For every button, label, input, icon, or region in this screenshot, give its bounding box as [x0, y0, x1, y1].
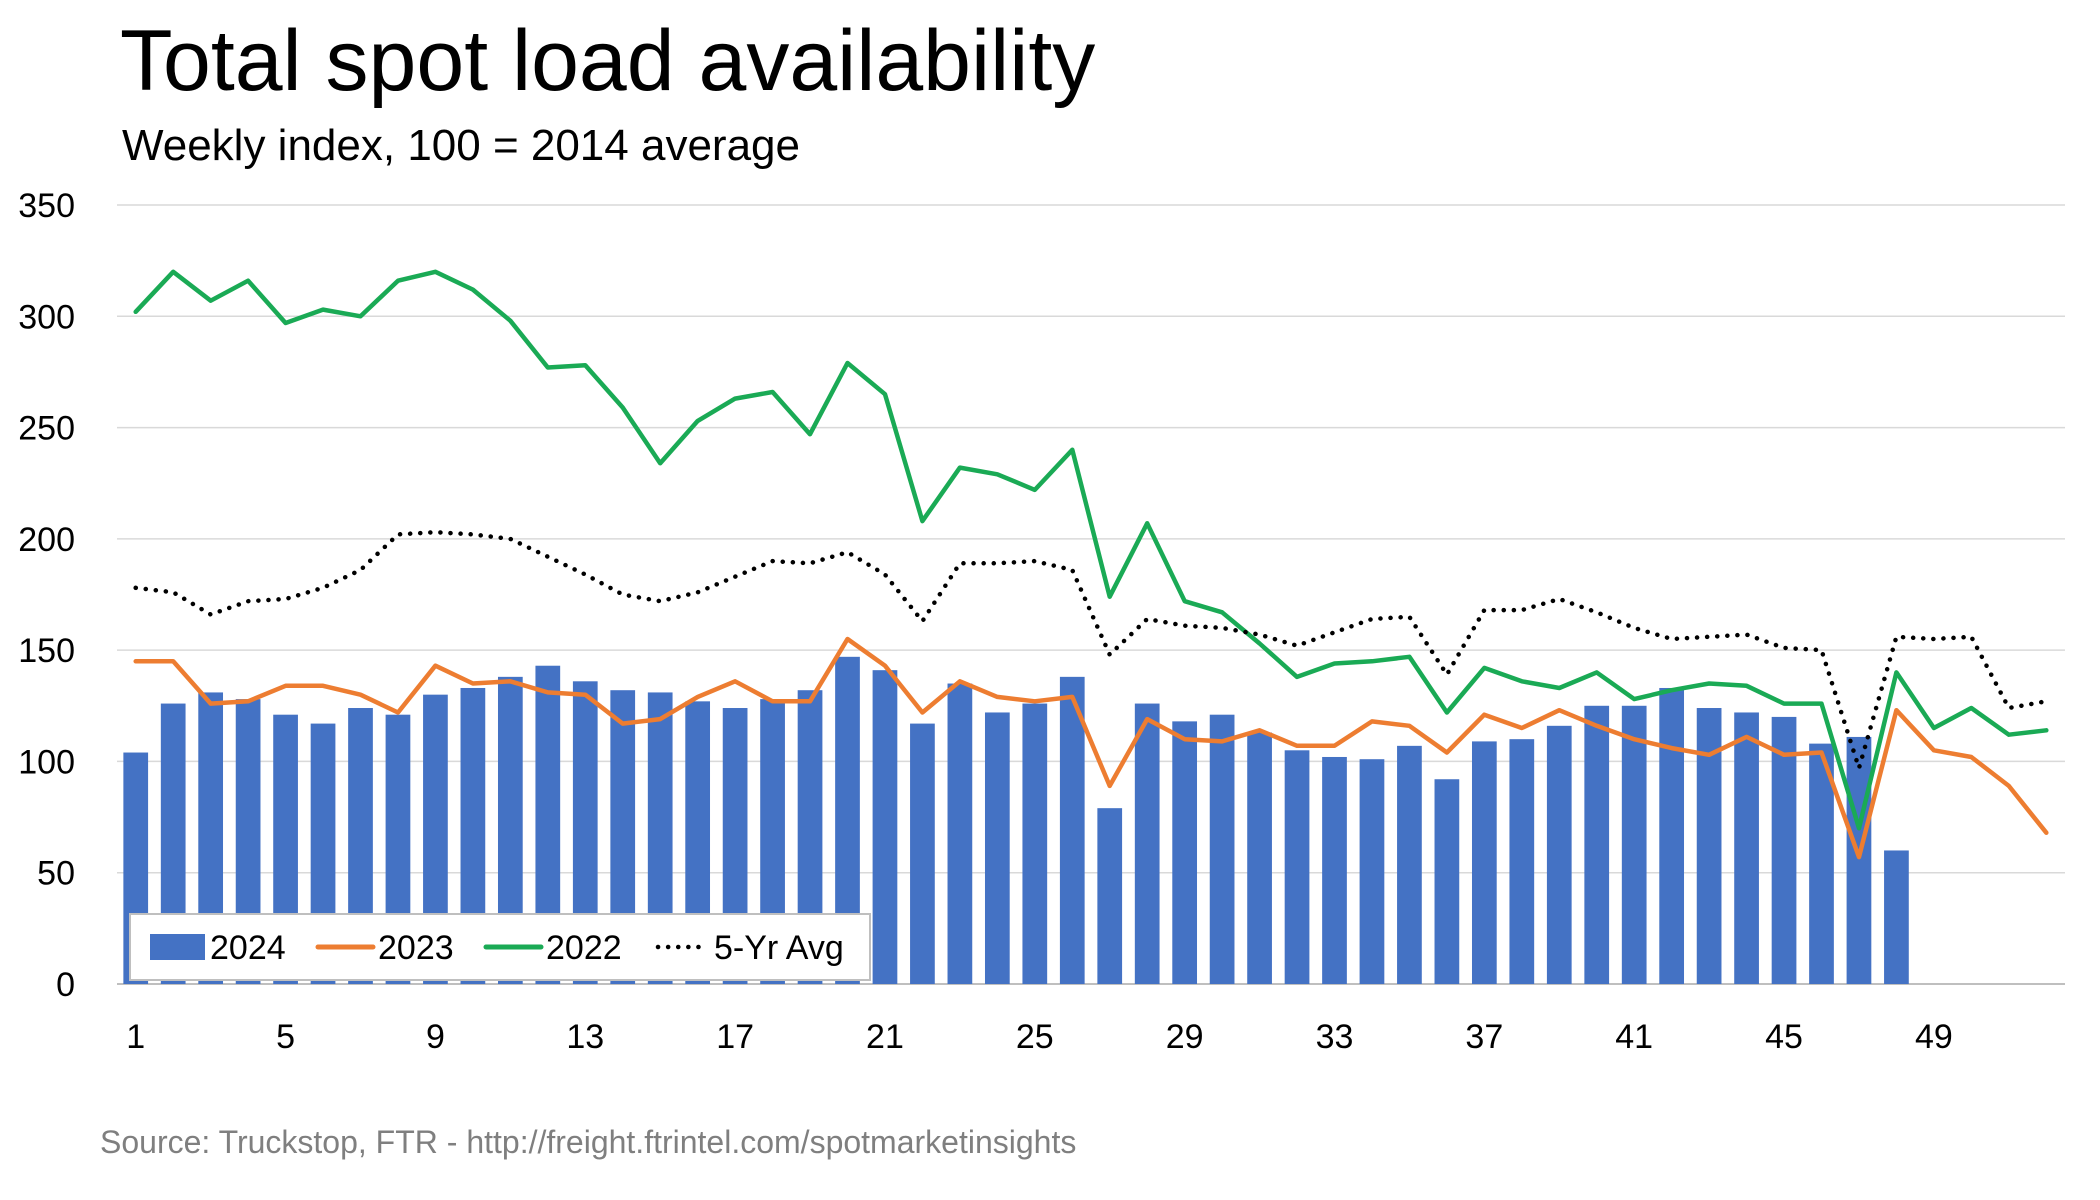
series-line [133, 636, 2049, 860]
x-tick-label: 25 [1016, 1018, 1054, 1056]
bar [1771, 716, 1797, 984]
series-line [133, 529, 2049, 771]
bar [1846, 736, 1872, 984]
x-tick-label: 1 [126, 1018, 145, 1056]
x-axis: 1 5 9 13 17 21 25 29 33 37 41 45 49 [126, 1018, 1953, 1056]
bar [1359, 759, 1385, 984]
x-tick-label: 17 [716, 1018, 754, 1056]
bar [1022, 703, 1048, 984]
bar [984, 712, 1010, 984]
bar [1509, 739, 1535, 984]
x-tick-label: 5 [276, 1018, 295, 1056]
x-tick-label: 41 [1615, 1018, 1653, 1056]
bar [1397, 745, 1422, 984]
bar [1322, 756, 1347, 984]
x-tick-label: 21 [866, 1018, 904, 1056]
legend-label: 5-Yr Avg [714, 929, 844, 967]
y-axis: 0 50 100 150 200 250 300 350 [18, 187, 75, 1004]
bar [1584, 705, 1610, 984]
chart-title: Total spot load availability [120, 13, 1096, 109]
bar [1546, 725, 1572, 984]
y-tick-label: 350 [18, 187, 75, 225]
y-tick-label: 150 [18, 632, 75, 670]
x-tick-label: 49 [1915, 1018, 1953, 1056]
bar [1247, 732, 1272, 984]
chart-subtitle: Weekly index, 100 = 2014 average [122, 121, 800, 170]
bar [1659, 687, 1685, 984]
y-tick-label: 100 [18, 743, 75, 781]
bar [1809, 743, 1834, 984]
y-tick-label: 0 [56, 966, 75, 1004]
x-tick-label: 13 [566, 1018, 604, 1056]
x-tick-label: 45 [1765, 1018, 1803, 1056]
bar [1172, 721, 1198, 984]
legend-label: 2023 [378, 929, 454, 967]
y-tick-label: 50 [37, 855, 75, 893]
bar [1059, 676, 1085, 984]
legend-label: 2024 [210, 929, 286, 967]
bar [1884, 850, 1909, 984]
bar [910, 723, 935, 984]
legend-swatch [150, 934, 205, 960]
y-tick-label: 300 [18, 298, 75, 336]
bar [1734, 712, 1759, 984]
series-line [133, 269, 2049, 831]
bar [1621, 705, 1647, 984]
y-tick-label: 200 [18, 521, 75, 559]
bar [1097, 808, 1123, 984]
x-tick-label: 9 [426, 1018, 445, 1056]
legend-label: 2022 [546, 929, 622, 967]
bar [1209, 714, 1235, 984]
bar [1471, 741, 1497, 984]
bar [1134, 703, 1160, 984]
line-series [133, 269, 2049, 860]
bar [872, 670, 898, 984]
bar [947, 683, 973, 984]
x-tick-label: 33 [1316, 1018, 1354, 1056]
x-tick-label: 29 [1166, 1018, 1204, 1056]
source-note: Source: Truckstop, FTR - http://freight.… [100, 1124, 1077, 1160]
bar [1284, 750, 1310, 984]
legend: 2024 2023 2022 5-Yr Avg [129, 913, 871, 981]
y-tick-label: 250 [18, 410, 75, 448]
bar [1434, 779, 1460, 984]
x-tick-label: 37 [1465, 1018, 1503, 1056]
